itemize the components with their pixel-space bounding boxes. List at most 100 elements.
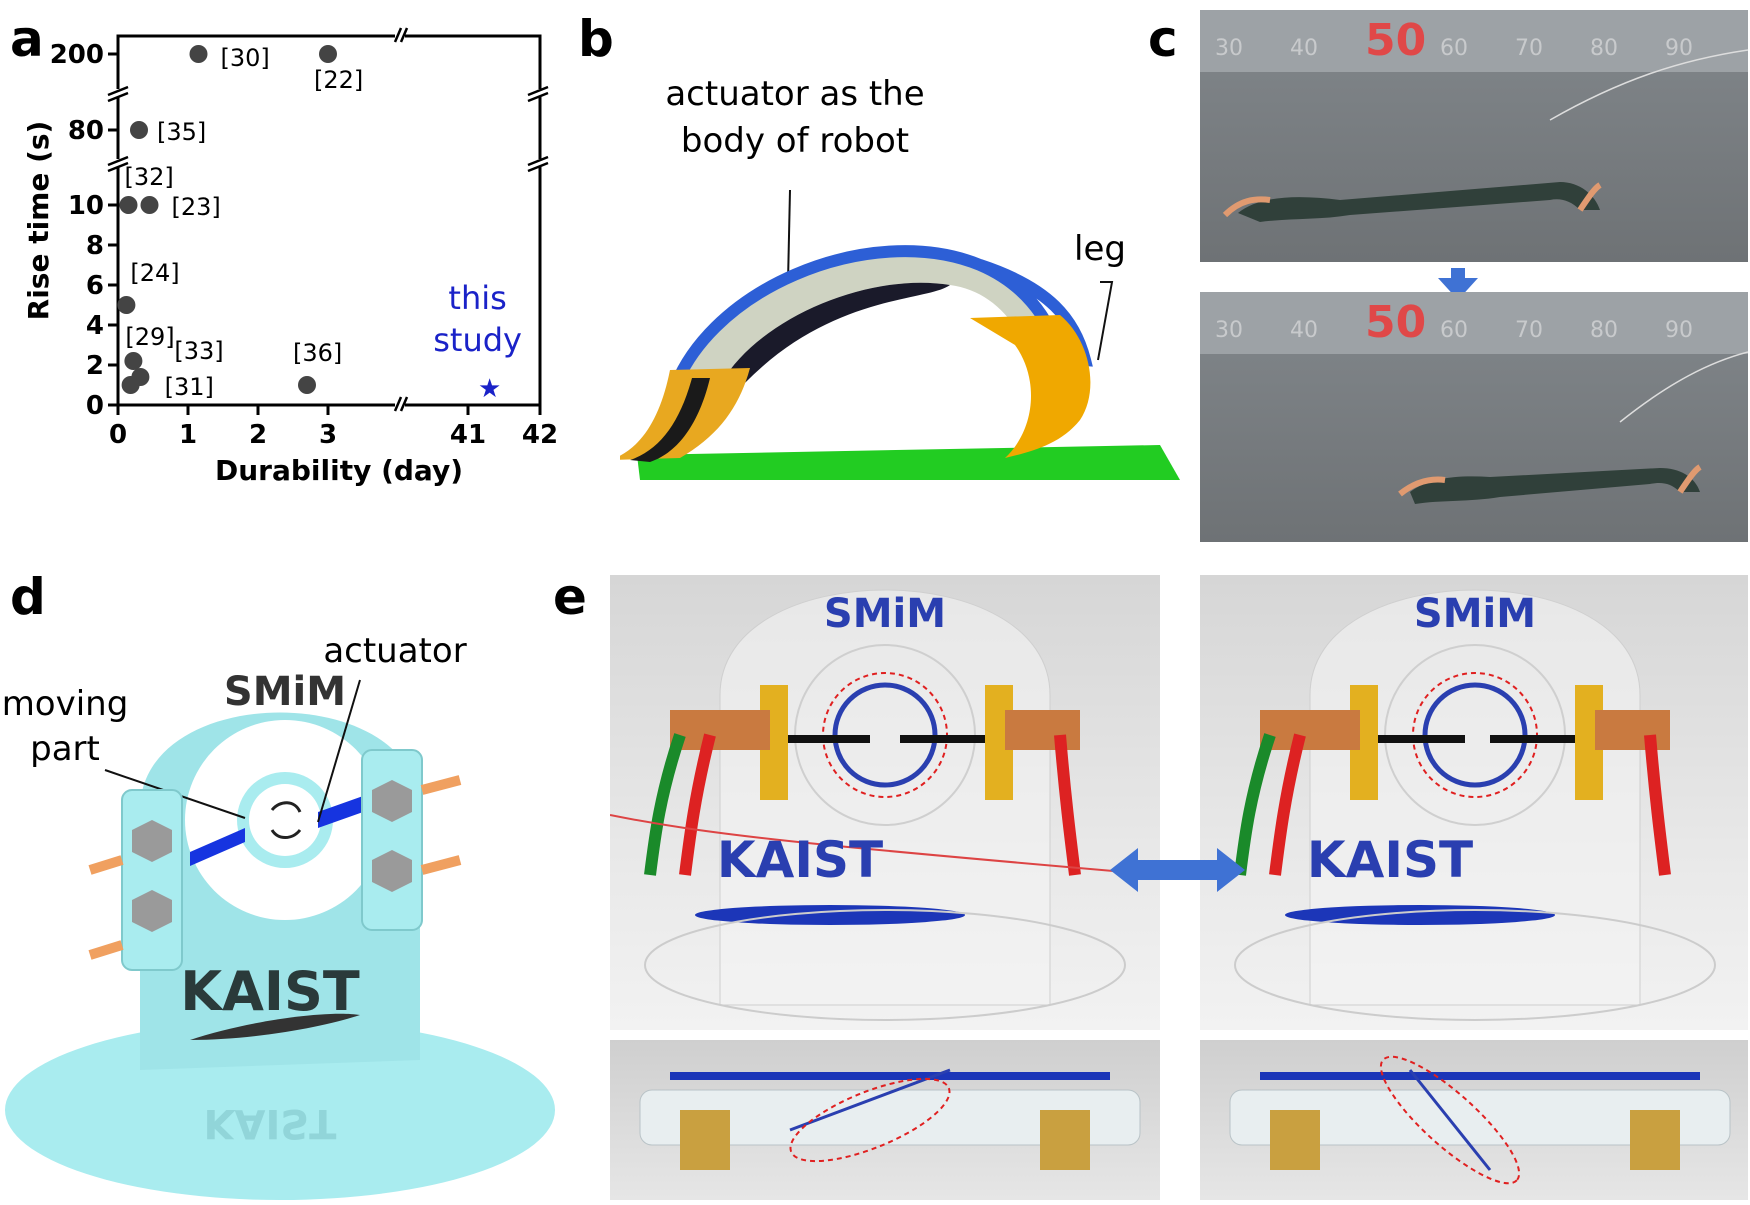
robot-illustration: actuator as the body of robot leg	[620, 74, 1180, 480]
this-study-star-icon: ★	[478, 374, 501, 404]
device-photo-right: SMiM KAIST	[1200, 575, 1748, 1030]
highlight-ellipse	[789, 1077, 951, 1163]
this-study-label-line2: study	[433, 321, 522, 359]
smim-logo: SMiM	[824, 591, 946, 637]
x-tick-label: 42	[522, 420, 558, 450]
data-point	[124, 352, 143, 370]
data-point-label: [30]	[221, 44, 270, 72]
actuator-strip-left	[190, 828, 245, 866]
actuator-label-line1: actuator as the	[665, 74, 924, 114]
ruler-mark: 30	[1215, 318, 1243, 343]
robot-photo-before: 30 40 50 60 70 80 90	[1200, 10, 1748, 262]
leg-pointer-line	[1097, 281, 1114, 361]
moving-part-label-line2: part	[30, 729, 100, 769]
axis-break-mark	[527, 155, 549, 167]
y-tick-label: 10	[68, 191, 104, 221]
robot-strip	[1410, 468, 1700, 504]
ruler-mark: 80	[1590, 36, 1618, 61]
data-point-label: [33]	[174, 337, 223, 365]
data-point-label: [23]	[172, 193, 221, 221]
ruler-mark: 60	[1440, 36, 1468, 61]
down-arrow-icon	[1438, 278, 1478, 300]
ruler-mark: 90	[1665, 36, 1693, 61]
data-point-label: [35]	[157, 118, 206, 146]
axis-break-mark	[393, 27, 403, 43]
robot-strip	[1238, 182, 1600, 222]
x-tick-label: 1	[179, 420, 197, 450]
kaist-logo-reflection: KAIST	[204, 1100, 338, 1146]
ruler-mark: 50	[1365, 297, 1426, 348]
y-tick-label: 6	[86, 271, 104, 301]
device-rendering: moving part actuator SMiM KAIST KAIST	[2, 631, 555, 1200]
x-tick-label: 41	[450, 420, 486, 450]
data-point-label: [29]	[125, 323, 174, 351]
actuator-label: actuator	[323, 631, 466, 671]
data-point	[319, 45, 337, 63]
bolt-icon	[132, 890, 172, 932]
leg-label: leg	[1074, 229, 1126, 269]
closeup-photo-left	[610, 1040, 1160, 1200]
actuator-underside	[710, 282, 950, 415]
device-photo-left: SMiM KAIST	[610, 575, 1160, 1030]
closeup-photo-right	[1200, 1040, 1748, 1200]
axis-break-mark	[107, 155, 129, 167]
left-leg-shadow	[630, 378, 710, 462]
ruler-mark: 40	[1290, 318, 1318, 343]
data-point	[119, 196, 138, 214]
moving-part-label-line1: moving	[2, 684, 129, 724]
down-arrow-shaft	[1451, 268, 1465, 280]
data-point-label: [36]	[293, 339, 342, 367]
y-tick-label: 200	[50, 40, 104, 70]
x-tick-label: 2	[249, 420, 267, 450]
y-tick-label: 80	[68, 116, 104, 146]
x-axis-label: Durability (day)	[215, 454, 463, 487]
panel-label-c: c	[1148, 10, 1178, 68]
actuator-pointer-line	[787, 189, 791, 283]
data-point	[298, 376, 316, 394]
ruler-mark: 40	[1290, 36, 1318, 61]
y-axis-label: Rise time (s)	[22, 121, 55, 321]
data-point-label: [24]	[130, 259, 179, 287]
data-point-label: [22]	[314, 66, 363, 94]
ruler-mark: 50	[1365, 15, 1426, 66]
data-point-label: [32]	[125, 163, 174, 191]
bolt-icon	[372, 850, 412, 892]
data-point	[117, 296, 136, 314]
ground-surface	[637, 445, 1180, 480]
right-clamp	[361, 749, 423, 931]
y-tick-label: 8	[86, 231, 104, 261]
kaist-swoosh	[190, 1013, 360, 1040]
y-tick-label: 2	[86, 351, 104, 381]
data-point-label: [31]	[165, 373, 214, 401]
ruler-mark: 80	[1590, 318, 1618, 343]
this-study-label-line1: this	[448, 279, 506, 317]
ruler-mark: 90	[1665, 318, 1693, 343]
axis-break-mark	[393, 396, 403, 412]
right-leg	[970, 315, 1091, 458]
panel-label-d: d	[10, 568, 46, 626]
x-tick-label: 0	[109, 420, 127, 450]
double-arrow-icon	[1110, 848, 1245, 892]
y-tick-label: 0	[86, 391, 104, 421]
data-point	[140, 196, 159, 214]
bolt-icon	[372, 780, 412, 822]
rotation-arrow-icon	[270, 801, 302, 813]
panel-label-e: e	[553, 568, 587, 626]
bolt-icon	[132, 820, 172, 862]
data-point	[121, 376, 140, 394]
data-point	[130, 121, 148, 139]
x-tick-label: 3	[319, 420, 337, 450]
left-clamp	[121, 789, 183, 971]
panel-label-a: a	[10, 10, 44, 68]
highlight-ellipse	[1379, 1055, 1521, 1185]
axis-break-mark	[107, 85, 129, 97]
ruler-mark: 70	[1515, 36, 1543, 61]
panel-label-b: b	[578, 10, 614, 68]
smim-logo: SMiM	[1414, 591, 1536, 637]
ruler-mark: 30	[1215, 36, 1243, 61]
kaist-logo: KAIST	[717, 831, 883, 889]
smim-logo: SMiM	[224, 669, 346, 715]
axis-break-mark	[527, 85, 549, 97]
actuator-label-line2: body of robot	[681, 121, 909, 161]
kaist-logo: KAIST	[180, 960, 360, 1023]
